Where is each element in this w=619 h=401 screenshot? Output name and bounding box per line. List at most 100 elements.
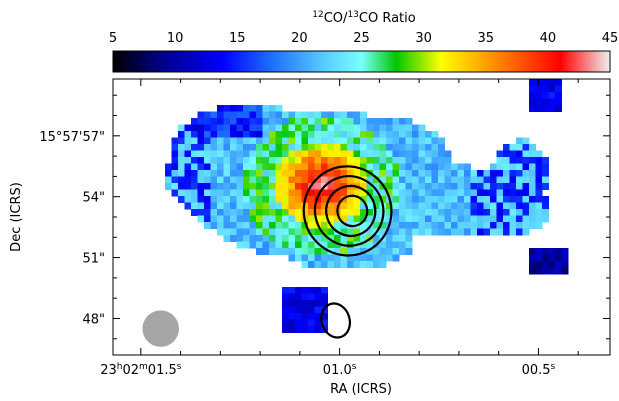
heatmap-cell <box>340 209 348 216</box>
heatmap-cell <box>210 176 218 184</box>
heatmap-cell <box>308 300 315 307</box>
heatmap-cell <box>243 222 250 229</box>
heatmap-cell <box>379 144 387 151</box>
contour-level <box>320 302 352 339</box>
heatmap-cell <box>431 222 439 229</box>
heatmap-cell <box>366 254 374 262</box>
heatmap-cell <box>340 124 348 132</box>
heatmap-cell <box>464 183 471 190</box>
heatmap-cell <box>347 209 354 216</box>
heatmap-cell <box>256 137 263 145</box>
heatmap-cell <box>223 150 231 158</box>
heatmap-cell <box>548 261 556 268</box>
heatmap-cell <box>321 293 328 301</box>
colorbar-tick-label: 10 <box>167 31 184 46</box>
heatmap-cell <box>275 170 283 177</box>
heatmap-cell <box>373 183 380 190</box>
heatmap-cell <box>204 163 211 171</box>
heatmap-cell <box>425 170 432 177</box>
heatmap-cell <box>334 196 341 203</box>
heatmap-cell <box>275 157 283 164</box>
heatmap-cell <box>301 248 309 255</box>
heatmap-cell <box>295 248 302 255</box>
heatmap-cell <box>360 124 367 132</box>
heatmap-cell <box>405 150 413 158</box>
heatmap-cell <box>262 124 270 132</box>
heatmap-cell <box>243 144 250 151</box>
heatmap-cell <box>262 183 270 190</box>
heatmap-cell <box>340 222 348 229</box>
heatmap-cell <box>321 111 328 119</box>
heatmap-cell <box>243 183 250 190</box>
heatmap-cell <box>184 144 192 151</box>
heatmap-cell <box>178 150 185 158</box>
heatmap-cell <box>308 241 315 249</box>
heatmap-cell <box>529 144 536 151</box>
heatmap-cell <box>516 144 523 151</box>
heatmap-cell <box>301 124 309 132</box>
heatmap-cell <box>314 306 322 314</box>
heatmap-cell <box>399 124 406 132</box>
heatmap-cell <box>529 85 536 93</box>
heatmap-cell <box>197 118 205 125</box>
heatmap-cell <box>321 137 328 145</box>
heatmap-cell <box>353 118 361 125</box>
heatmap-cell <box>275 222 283 229</box>
heatmap-cell <box>373 248 380 255</box>
heatmap-cell <box>548 98 556 106</box>
heatmap-cell <box>230 183 237 190</box>
heatmap-cell <box>464 202 471 210</box>
x-tick-label: 01.0s <box>323 362 357 378</box>
heatmap-cell <box>353 196 361 203</box>
heatmap-cell <box>347 228 354 236</box>
heatmap-cell <box>366 118 374 125</box>
heatmap-cell <box>509 150 517 158</box>
heatmap-cell <box>496 170 504 177</box>
heatmap-cell <box>282 222 289 229</box>
heatmap-cell <box>477 209 484 216</box>
heatmap-cell <box>282 111 289 119</box>
heatmap-cell <box>249 137 257 145</box>
heatmap-cell <box>197 144 205 151</box>
heatmap-cell <box>184 124 192 132</box>
heatmap-cell <box>191 170 198 177</box>
heatmap-cell <box>314 228 322 236</box>
heatmap-cell <box>249 202 257 210</box>
heatmap-cell <box>509 222 517 229</box>
heatmap-cell <box>548 105 556 112</box>
heatmap-cell <box>483 176 491 184</box>
heatmap-cell <box>230 150 237 158</box>
heatmap-cell <box>321 209 328 216</box>
heatmap-cell <box>191 124 198 132</box>
heatmap-cell <box>236 196 244 203</box>
heatmap-cell <box>535 196 543 203</box>
heatmap-cell <box>366 215 374 223</box>
heatmap-cell <box>236 170 244 177</box>
heatmap-cell <box>256 118 263 125</box>
heatmap-cell <box>529 98 536 106</box>
heatmap-cell <box>483 222 491 229</box>
heatmap-cell <box>496 215 504 223</box>
heatmap-cell <box>275 144 283 151</box>
heatmap-cell <box>282 189 289 197</box>
heatmap-cell <box>308 248 315 255</box>
heatmap-cell <box>503 202 510 210</box>
heatmap-cell <box>256 170 263 177</box>
heatmap-cell <box>483 189 491 197</box>
heatmap-cell <box>379 254 387 262</box>
heatmap-cell <box>431 196 439 203</box>
heatmap-cell <box>217 150 224 158</box>
heatmap-cell <box>223 131 231 138</box>
heatmap-cell <box>334 241 341 249</box>
heatmap-cell <box>204 118 211 125</box>
heatmap-cell <box>464 222 471 229</box>
heatmap-cell <box>236 131 244 138</box>
heatmap-cell <box>425 202 432 210</box>
heatmap-cell <box>353 254 361 262</box>
heatmap-cell <box>282 228 289 236</box>
heatmap-cell <box>451 215 458 223</box>
heatmap-cell <box>444 228 452 236</box>
heatmap-cell <box>529 150 536 158</box>
heatmap-cell <box>334 124 341 132</box>
heatmap-cell <box>191 163 198 171</box>
